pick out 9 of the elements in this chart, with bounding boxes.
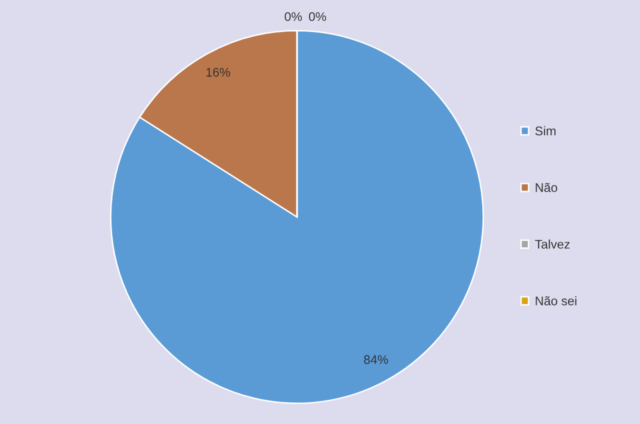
data-label: 16%	[206, 68, 230, 77]
legend-label: Sim	[535, 126, 556, 136]
legend-label: Não	[536, 182, 558, 192]
text: 0%	[308, 12, 326, 22]
text: 0%	[284, 12, 302, 22]
pie-slice	[110, 30, 484, 404]
legend-label: Não sei	[536, 296, 576, 306]
legend-label: Talvez	[535, 240, 570, 249]
data-label: 84%	[364, 355, 388, 364]
